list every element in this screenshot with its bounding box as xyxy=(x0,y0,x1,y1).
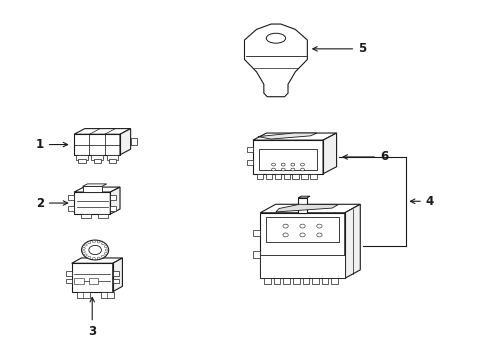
Circle shape xyxy=(81,240,108,260)
Polygon shape xyxy=(113,258,122,292)
Bar xyxy=(109,159,116,163)
Bar xyxy=(311,278,318,284)
Circle shape xyxy=(97,241,100,243)
Bar xyxy=(246,160,252,165)
Bar xyxy=(246,147,252,152)
Circle shape xyxy=(105,249,108,251)
Circle shape xyxy=(300,163,304,166)
Text: 4: 4 xyxy=(409,195,433,208)
Circle shape xyxy=(97,257,100,259)
Bar xyxy=(88,278,98,284)
Polygon shape xyxy=(74,129,130,134)
Bar xyxy=(310,174,316,179)
Circle shape xyxy=(82,251,85,253)
Bar xyxy=(273,278,280,284)
Circle shape xyxy=(271,168,275,171)
Bar xyxy=(331,278,337,284)
Circle shape xyxy=(92,257,95,260)
Bar xyxy=(256,174,263,179)
Polygon shape xyxy=(344,204,360,278)
Bar xyxy=(252,230,260,237)
Bar xyxy=(302,278,308,284)
Circle shape xyxy=(290,163,294,166)
Text: 6: 6 xyxy=(343,150,387,163)
Bar xyxy=(292,278,299,284)
Bar xyxy=(283,174,289,179)
Bar xyxy=(110,195,116,200)
Circle shape xyxy=(292,256,311,270)
Ellipse shape xyxy=(265,33,285,43)
Circle shape xyxy=(316,224,322,228)
Bar xyxy=(265,217,338,242)
Bar xyxy=(91,155,102,160)
Text: 5: 5 xyxy=(312,42,366,55)
Bar xyxy=(113,279,118,283)
Polygon shape xyxy=(72,258,122,263)
Bar xyxy=(292,174,298,179)
Bar xyxy=(98,214,108,218)
Circle shape xyxy=(101,255,104,257)
Bar xyxy=(76,292,90,298)
Circle shape xyxy=(299,224,305,228)
Circle shape xyxy=(290,168,294,171)
Bar xyxy=(113,271,118,276)
Circle shape xyxy=(88,242,91,244)
Bar xyxy=(264,278,270,284)
Bar xyxy=(74,278,83,284)
Bar xyxy=(130,138,137,145)
Bar xyxy=(265,174,271,179)
Circle shape xyxy=(84,244,87,246)
Bar xyxy=(82,186,102,192)
Bar xyxy=(76,155,87,160)
Bar xyxy=(260,255,344,278)
Circle shape xyxy=(84,254,87,256)
Bar xyxy=(106,155,118,160)
Bar xyxy=(68,206,74,211)
Circle shape xyxy=(271,163,275,166)
Circle shape xyxy=(299,233,305,237)
Bar xyxy=(78,159,85,163)
Bar xyxy=(252,251,260,258)
Bar xyxy=(321,278,328,284)
Circle shape xyxy=(104,246,107,248)
Bar xyxy=(81,214,91,218)
Polygon shape xyxy=(110,187,120,214)
Polygon shape xyxy=(323,133,336,174)
Circle shape xyxy=(283,224,287,228)
Bar xyxy=(283,278,289,284)
Bar xyxy=(101,292,114,298)
Bar xyxy=(258,149,317,170)
Circle shape xyxy=(283,233,287,237)
Polygon shape xyxy=(260,204,360,213)
Polygon shape xyxy=(252,133,336,140)
Circle shape xyxy=(281,168,285,171)
Bar xyxy=(274,174,280,179)
Bar xyxy=(68,195,74,200)
Polygon shape xyxy=(82,184,106,186)
Circle shape xyxy=(92,240,95,243)
Polygon shape xyxy=(74,187,120,192)
Bar xyxy=(301,174,307,179)
Circle shape xyxy=(300,168,304,171)
Circle shape xyxy=(82,247,85,249)
Circle shape xyxy=(281,163,285,166)
Bar xyxy=(94,159,101,163)
Polygon shape xyxy=(257,133,316,139)
Circle shape xyxy=(89,246,101,255)
Bar xyxy=(298,198,306,213)
Circle shape xyxy=(88,256,91,258)
Text: 2: 2 xyxy=(36,197,67,210)
Bar xyxy=(66,271,72,276)
Bar xyxy=(66,279,72,283)
Circle shape xyxy=(316,233,322,237)
Polygon shape xyxy=(275,204,338,212)
Polygon shape xyxy=(298,196,309,198)
Bar xyxy=(110,206,116,211)
Text: 3: 3 xyxy=(88,297,96,338)
Polygon shape xyxy=(120,129,130,155)
Circle shape xyxy=(104,252,107,255)
Polygon shape xyxy=(244,24,307,97)
Circle shape xyxy=(101,243,104,245)
Text: 1: 1 xyxy=(36,138,67,151)
